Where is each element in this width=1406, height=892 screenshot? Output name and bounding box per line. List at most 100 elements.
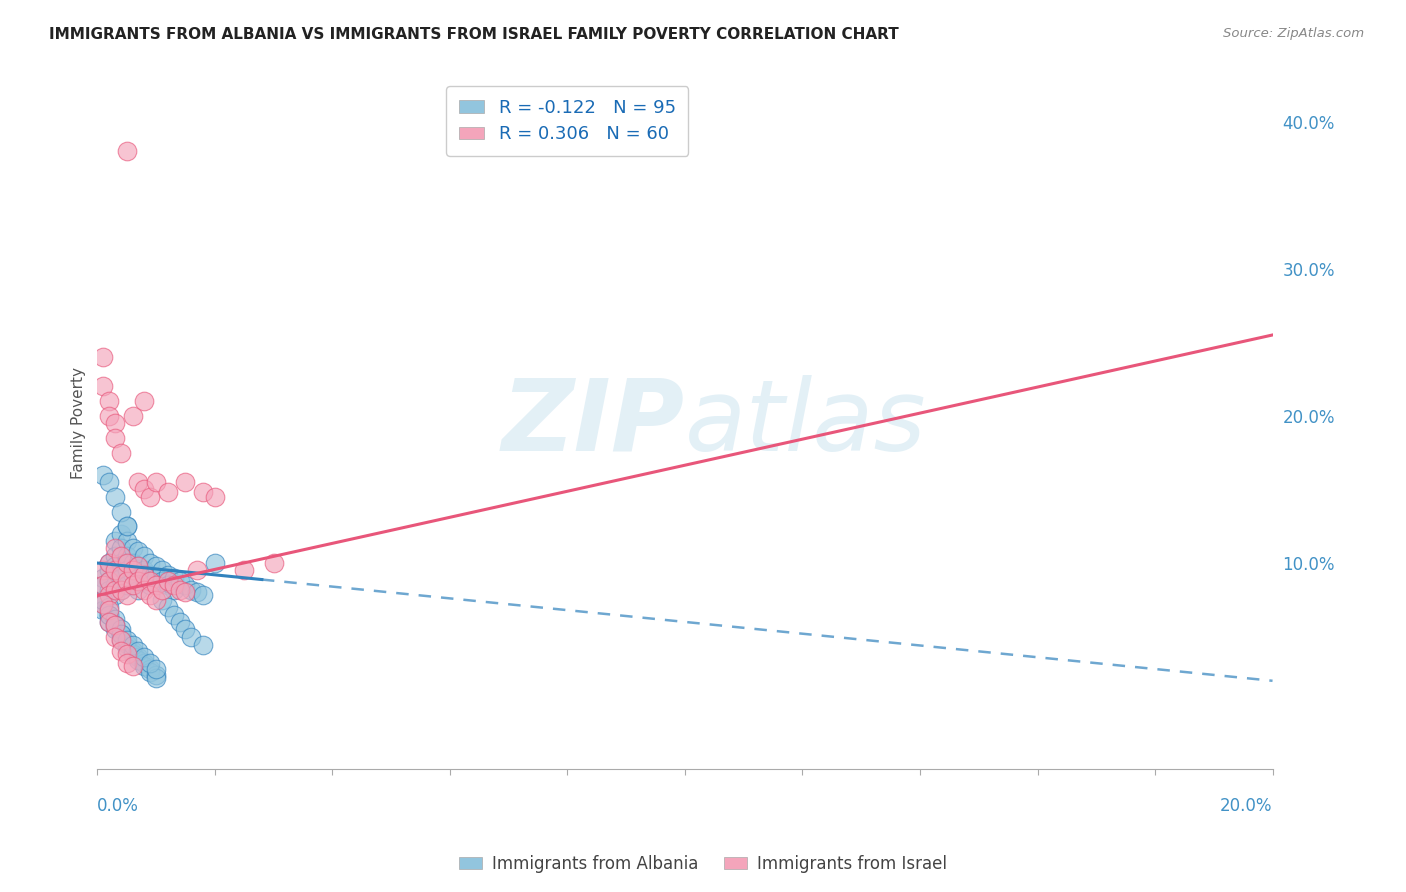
Point	[180, 582, 202, 597]
Point	[134, 483, 156, 497]
Point	[98, 574, 121, 588]
Text: 0.0%: 0.0%	[97, 797, 139, 814]
Point	[115, 549, 138, 563]
Point	[91, 597, 114, 611]
Point	[115, 519, 138, 533]
Point	[127, 582, 149, 597]
Point	[98, 409, 121, 423]
Point	[127, 559, 149, 574]
Point	[98, 556, 121, 570]
Point	[186, 585, 208, 599]
Point	[115, 519, 138, 533]
Point	[127, 559, 149, 574]
Point	[139, 662, 162, 676]
Point	[110, 622, 132, 636]
Point	[156, 578, 179, 592]
Point	[156, 600, 179, 615]
Point	[104, 563, 127, 577]
Point	[104, 549, 127, 563]
Point	[121, 639, 143, 653]
Point	[110, 626, 132, 640]
Point	[127, 574, 149, 588]
Point	[139, 656, 162, 670]
Point	[98, 475, 121, 490]
Point	[191, 639, 214, 653]
Text: 20.0%: 20.0%	[1220, 797, 1272, 814]
Point	[191, 589, 214, 603]
Point	[91, 379, 114, 393]
Point	[91, 592, 114, 607]
Point	[121, 644, 143, 658]
Point	[156, 485, 179, 500]
Point	[115, 641, 138, 656]
Point	[145, 668, 167, 682]
Point	[134, 582, 156, 597]
Point	[110, 504, 132, 518]
Point	[169, 582, 191, 597]
Y-axis label: Family Poverty: Family Poverty	[72, 368, 86, 479]
Point	[104, 559, 127, 574]
Point	[110, 526, 132, 541]
Point	[174, 475, 197, 490]
Point	[104, 431, 127, 445]
Point	[115, 648, 138, 662]
Point	[127, 571, 149, 585]
Point	[110, 582, 132, 597]
Point	[110, 632, 132, 647]
Point	[134, 567, 156, 582]
Point	[134, 549, 156, 563]
Point	[98, 600, 121, 615]
Point	[98, 615, 121, 629]
Point	[98, 607, 121, 622]
Point	[174, 578, 197, 592]
Point	[115, 637, 138, 651]
Point	[121, 556, 143, 570]
Point	[139, 574, 162, 588]
Point	[139, 578, 162, 592]
Point	[91, 578, 114, 592]
Point	[156, 574, 179, 588]
Point	[98, 589, 121, 603]
Point	[180, 630, 202, 644]
Legend: Immigrants from Albania, Immigrants from Israel: Immigrants from Albania, Immigrants from…	[453, 848, 953, 880]
Point	[127, 653, 149, 667]
Point	[121, 563, 143, 577]
Point	[145, 662, 167, 676]
Point	[104, 578, 127, 592]
Point	[127, 475, 149, 490]
Point	[150, 563, 173, 577]
Point	[186, 563, 208, 577]
Legend: R = -0.122   N = 95, R = 0.306   N = 60: R = -0.122 N = 95, R = 0.306 N = 60	[446, 87, 689, 156]
Text: ZIP: ZIP	[502, 375, 685, 472]
Point	[110, 582, 132, 597]
Point	[145, 671, 167, 685]
Point	[121, 567, 143, 582]
Point	[98, 603, 121, 617]
Point	[163, 607, 186, 622]
Text: atlas: atlas	[685, 375, 927, 472]
Point	[191, 485, 214, 500]
Point	[115, 574, 138, 588]
Point	[169, 615, 191, 629]
Point	[121, 541, 143, 556]
Point	[98, 556, 121, 570]
Point	[104, 618, 127, 632]
Point	[91, 571, 114, 585]
Point	[145, 559, 167, 574]
Point	[104, 589, 127, 603]
Point	[115, 656, 138, 670]
Point	[104, 612, 127, 626]
Point	[104, 630, 127, 644]
Point	[127, 644, 149, 658]
Point	[156, 567, 179, 582]
Point	[145, 578, 167, 592]
Point	[115, 144, 138, 158]
Point	[110, 632, 132, 647]
Point	[127, 650, 149, 665]
Point	[115, 556, 138, 570]
Point	[134, 659, 156, 673]
Point	[145, 571, 167, 585]
Point	[104, 618, 127, 632]
Point	[91, 350, 114, 364]
Point	[134, 656, 156, 670]
